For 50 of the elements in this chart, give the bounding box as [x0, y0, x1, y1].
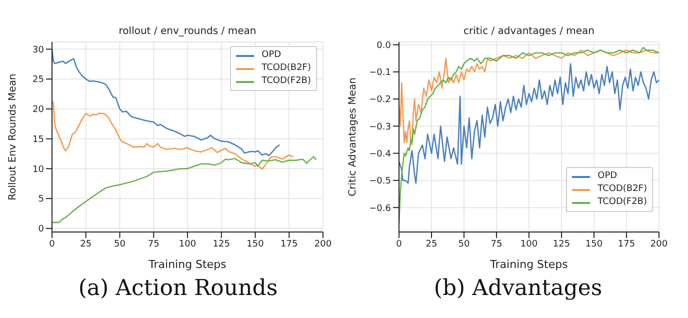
y-axis-title: Rollout Env Rounds Mean — [8, 74, 19, 200]
y-tick-label: −0.2 — [369, 95, 391, 106]
y-tick-label: −0.5 — [369, 176, 391, 187]
text: (a) Action Rounds — [77, 276, 279, 301]
chart-title: rollout / env_rounds / mean — [118, 26, 258, 37]
legend-label: TCOD(F2B) — [262, 75, 311, 88]
y-tick-label: 15 — [32, 134, 44, 145]
x-tick-label: 150 — [246, 239, 264, 250]
x-tick-label: 50 — [114, 239, 126, 250]
x-tick-label: 25 — [426, 239, 438, 250]
line-series — [399, 63, 659, 184]
y-tick-label: 0.0 — [376, 40, 392, 51]
x-tick-label: 75 — [490, 239, 502, 250]
legend-label: OPD — [262, 49, 282, 62]
x-axis-title: Training Steps — [148, 258, 227, 271]
line-series — [399, 49, 659, 146]
chart-title: critic / advantages / mean — [462, 26, 596, 37]
line-series — [52, 100, 294, 170]
y-tick-label: −0.6 — [369, 204, 392, 214]
x-tick-label: 50 — [458, 239, 470, 250]
y-tick-label: −0.1 — [369, 68, 391, 78]
x-tick-label: 125 — [552, 239, 570, 250]
y-tick-label: 0 — [38, 224, 44, 235]
y-tick-label: −0.3 — [369, 122, 391, 132]
x-tick-label: 200 — [314, 239, 332, 250]
y-tick-label: 25 — [32, 75, 44, 86]
x-tick-label: 75 — [148, 239, 160, 250]
x-tick-label: 175 — [618, 239, 636, 250]
x-tick-label: 150 — [585, 239, 603, 250]
x-tick-label: 0 — [49, 239, 56, 250]
x-axis-title: Training Steps — [489, 258, 568, 271]
y-axis-title: Critic Advantages Mean — [348, 78, 359, 196]
legend-label: TCOD(B2F) — [598, 183, 647, 196]
y-tick-label: 20 — [32, 105, 44, 116]
legend-label: OPD — [598, 170, 618, 183]
x-tick-label: 0 — [396, 239, 402, 250]
y-tick-label: 30 — [32, 45, 44, 56]
text: (b) Advantages — [432, 276, 604, 301]
x-tick-label: 100 — [520, 239, 538, 250]
x-tick-label: 200 — [650, 239, 668, 250]
y-tick-label: −0.4 — [369, 149, 392, 160]
y-tick-label: 10 — [32, 164, 44, 175]
y-tick-label: 5 — [38, 194, 44, 205]
x-tick-label: 25 — [80, 239, 92, 250]
x-tick-label: 175 — [280, 239, 298, 250]
legend-label: TCOD(B2F) — [262, 62, 311, 75]
x-tick-label: 125 — [212, 239, 230, 250]
line-series — [52, 156, 317, 224]
legend-label: TCOD(F2B) — [598, 196, 647, 209]
x-tick-label: 100 — [178, 239, 196, 250]
